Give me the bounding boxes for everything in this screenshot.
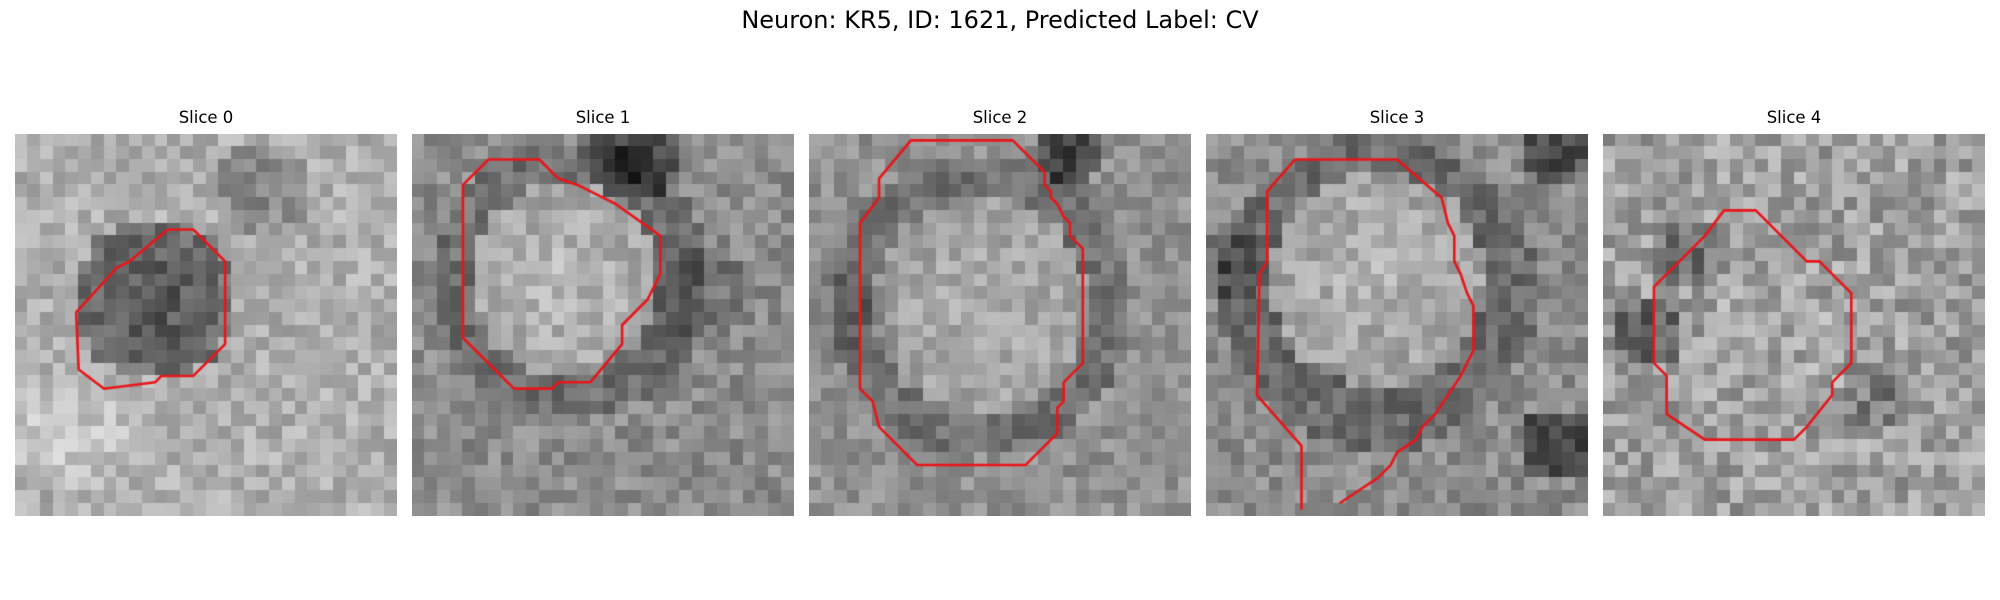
slice-image	[1206, 134, 1588, 516]
slice-image	[809, 134, 1191, 516]
figure-title: Neuron: KR5, ID: 1621, Predicted Label: …	[741, 6, 1259, 34]
slice-image	[15, 134, 397, 516]
slice-title: Slice 2	[972, 108, 1028, 127]
slice-title: Slice 0	[178, 108, 234, 127]
slice-image	[1603, 134, 1985, 516]
slice-panel-3: Slice 3	[1206, 108, 1588, 516]
slice-panel-2: Slice 2	[809, 108, 1191, 516]
slice-image	[412, 134, 794, 516]
slice-title: Slice 3	[1369, 108, 1425, 127]
slice-title: Slice 4	[1766, 108, 1822, 127]
slice-title: Slice 1	[575, 108, 631, 127]
slice-panel-1: Slice 1	[412, 108, 794, 516]
slice-panel-4: Slice 4	[1603, 108, 1985, 516]
slice-panel-0: Slice 0	[15, 108, 397, 516]
